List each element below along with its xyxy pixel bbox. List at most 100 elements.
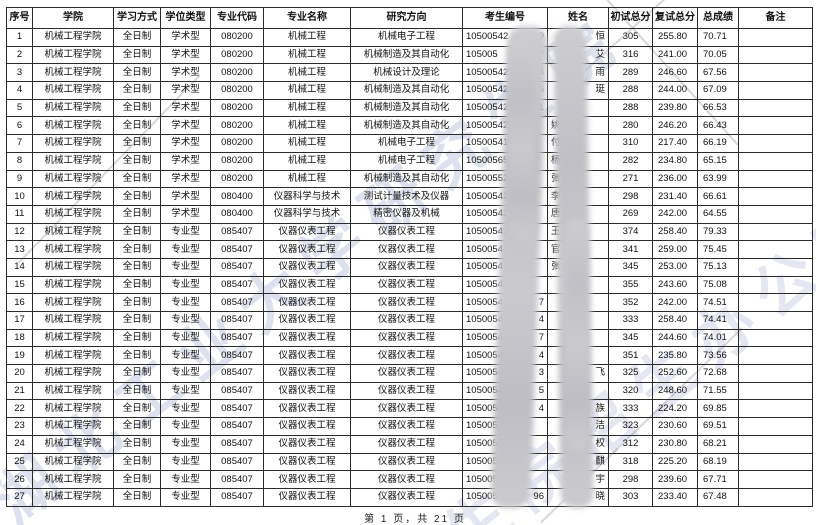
cell-college: 机械工程学院 xyxy=(32,434,114,454)
cell-remark xyxy=(738,169,813,189)
cell-total: 74.01 xyxy=(697,328,739,348)
cell-name: 姚 xyxy=(547,116,609,136)
table-row: 19 机械工程学院 全日制 专业型 085407 仪器仪表工程 仪器仪表工程 10500542… xyxy=(6,346,813,366)
cell-major: 仪器仪表工程 xyxy=(263,487,351,507)
id-visible-suffix: 6 xyxy=(538,84,544,96)
cell-direction: 机械电子工程 xyxy=(350,134,463,153)
cell-mode: 全日制 xyxy=(113,187,161,206)
cell-id: 105005411 xyxy=(462,257,548,277)
cell-id: 1050054205 xyxy=(462,187,548,206)
cell-id: 105005420 xyxy=(462,222,548,242)
cell-remark xyxy=(738,187,813,206)
id-visible-suffix: 5 xyxy=(538,385,544,397)
cell-total: 69.51 xyxy=(697,417,739,436)
cell-name: 李 xyxy=(547,187,609,206)
cell-no: 9 xyxy=(6,169,33,189)
cell-initial: 351 xyxy=(608,346,653,366)
cell-no: 25 xyxy=(6,452,33,472)
table-row: 24 机械工程学院 全日制 专业型 085407 仪器仪表工程 仪器仪表工程 10500542… xyxy=(6,434,813,454)
cell-direction: 仪器仪表工程 xyxy=(350,293,463,312)
cell-id: 10500542 xyxy=(462,275,548,295)
cell-retest: 235.80 xyxy=(652,346,698,366)
cell-initial: 288 xyxy=(608,98,653,118)
cell-retest: 233.40 xyxy=(652,487,698,507)
cell-id: 10500542 xyxy=(462,452,548,472)
name-visible-prefix: 张 xyxy=(551,261,561,273)
results-table: 序号 学院 学习方式 学位类型 专业代码 专业名称 研究方向 考生编号 姓名 初试总分 复试总分 总成… xyxy=(6,7,813,507)
cell-direction: 机械制造及其自动化 xyxy=(350,81,463,100)
cell-direction: 仪器仪表工程 xyxy=(350,222,463,242)
cell-id: 10500542 9 xyxy=(462,28,548,47)
cell-college: 机械工程学院 xyxy=(32,399,114,419)
cell-major: 机械工程 xyxy=(263,134,351,153)
cell-major: 机械工程 xyxy=(263,98,351,118)
cell-code: 085407 xyxy=(210,222,264,242)
name-visible-suffix: 雨 xyxy=(595,66,605,78)
cell-remark xyxy=(738,293,813,312)
cell-total: 73.56 xyxy=(697,346,739,366)
table-row: 17 机械工程学院 全日制 专业型 085407 仪器仪表工程 仪器仪表工程 10500541… xyxy=(6,311,813,330)
cell-code: 085407 xyxy=(210,452,264,472)
cell-total: 75.45 xyxy=(697,240,739,259)
cell-total: 75.13 xyxy=(697,257,739,277)
cell-name xyxy=(547,98,609,118)
cell-name: 王 xyxy=(547,222,609,242)
column-header-5: 专业名称 xyxy=(263,7,351,29)
cell-college: 机械工程学院 xyxy=(32,328,114,348)
table-row: 22 机械工程学院 全日制 专业型 085407 仪器仪表工程 仪器仪表工程 10500542… xyxy=(6,399,813,419)
cell-mode: 全日制 xyxy=(113,240,161,259)
cell-initial: 269 xyxy=(608,204,653,224)
cell-name: 飞 xyxy=(547,364,609,383)
cell-remark xyxy=(738,364,813,383)
cell-total: 71.55 xyxy=(697,381,739,401)
cell-major: 机械工程 xyxy=(263,45,351,65)
cell-initial: 305 xyxy=(608,28,653,47)
cell-major: 仪器仪表工程 xyxy=(263,257,351,277)
cell-name xyxy=(547,293,609,312)
cell-remark xyxy=(738,63,813,83)
cell-college: 机械工程学院 xyxy=(32,381,114,401)
cell-direction: 机械制造及其自动化 xyxy=(350,45,463,65)
cell-code: 085407 xyxy=(210,346,264,366)
table-row: 3 机械工程学院 全日制 学术型 080200 机械工程 机械设计及理论 10500542 4 雨… xyxy=(6,63,813,83)
id-visible-prefix: 105005420 xyxy=(466,473,514,485)
cell-name: 权 xyxy=(547,434,609,454)
cell-remark xyxy=(738,240,813,259)
cell-id: 10500542 7 xyxy=(462,328,548,348)
cell-name xyxy=(547,275,609,295)
cell-id: 1050054205 xyxy=(462,204,548,224)
cell-remark xyxy=(738,81,813,100)
cell-no: 17 xyxy=(6,311,33,330)
column-header-7: 考生编号 xyxy=(462,7,548,29)
cell-code: 080200 xyxy=(210,151,264,171)
cell-no: 7 xyxy=(6,134,33,153)
cell-major: 仪器仪表工程 xyxy=(263,328,351,348)
cell-id: 105005421 6 xyxy=(462,81,548,100)
page-footer: 第 1 页，共 21 页 xyxy=(364,514,466,525)
id-visible-prefix: 10500541 xyxy=(466,314,509,326)
cell-total: 64.55 xyxy=(697,204,739,224)
cell-major: 仪器仪表工程 xyxy=(263,364,351,383)
table-row: 2 机械工程学院 全日制 学术型 080200 机械工程 机械制造及其自动化 105005 7 艾… xyxy=(6,45,813,65)
cell-name: 唐 xyxy=(547,204,609,224)
cell-name xyxy=(547,381,609,401)
table-row: 23 机械工程学院 全日制 专业型 085407 仪器仪表工程 仪器仪表工程 10500542… xyxy=(6,417,813,436)
cell-major: 仪器仪表工程 xyxy=(263,311,351,330)
cell-retest: 242.00 xyxy=(652,204,698,224)
cell-retest: 259.00 xyxy=(652,240,698,259)
cell-college: 机械工程学院 xyxy=(32,116,114,136)
cell-mode: 全日制 xyxy=(113,311,161,330)
cell-name: 艾 xyxy=(547,45,609,65)
cell-degree: 专业型 xyxy=(160,311,211,330)
cell-retest: 230.60 xyxy=(652,417,698,436)
id-visible-suffix: 4 xyxy=(538,402,544,414)
cell-code: 080200 xyxy=(210,98,264,118)
cell-id: 10500541 3 xyxy=(462,364,548,383)
cell-no: 8 xyxy=(6,151,33,171)
cell-remark xyxy=(738,28,813,47)
table-row: 13 机械工程学院 全日制 专业型 085407 仪器仪表工程 仪器仪表工程 10500542… xyxy=(6,240,813,259)
cell-name: 族 xyxy=(547,399,609,419)
cell-major: 仪器仪表工程 xyxy=(263,399,351,419)
cell-direction: 仪器仪表工程 xyxy=(350,364,463,383)
cell-code: 080200 xyxy=(210,28,264,47)
